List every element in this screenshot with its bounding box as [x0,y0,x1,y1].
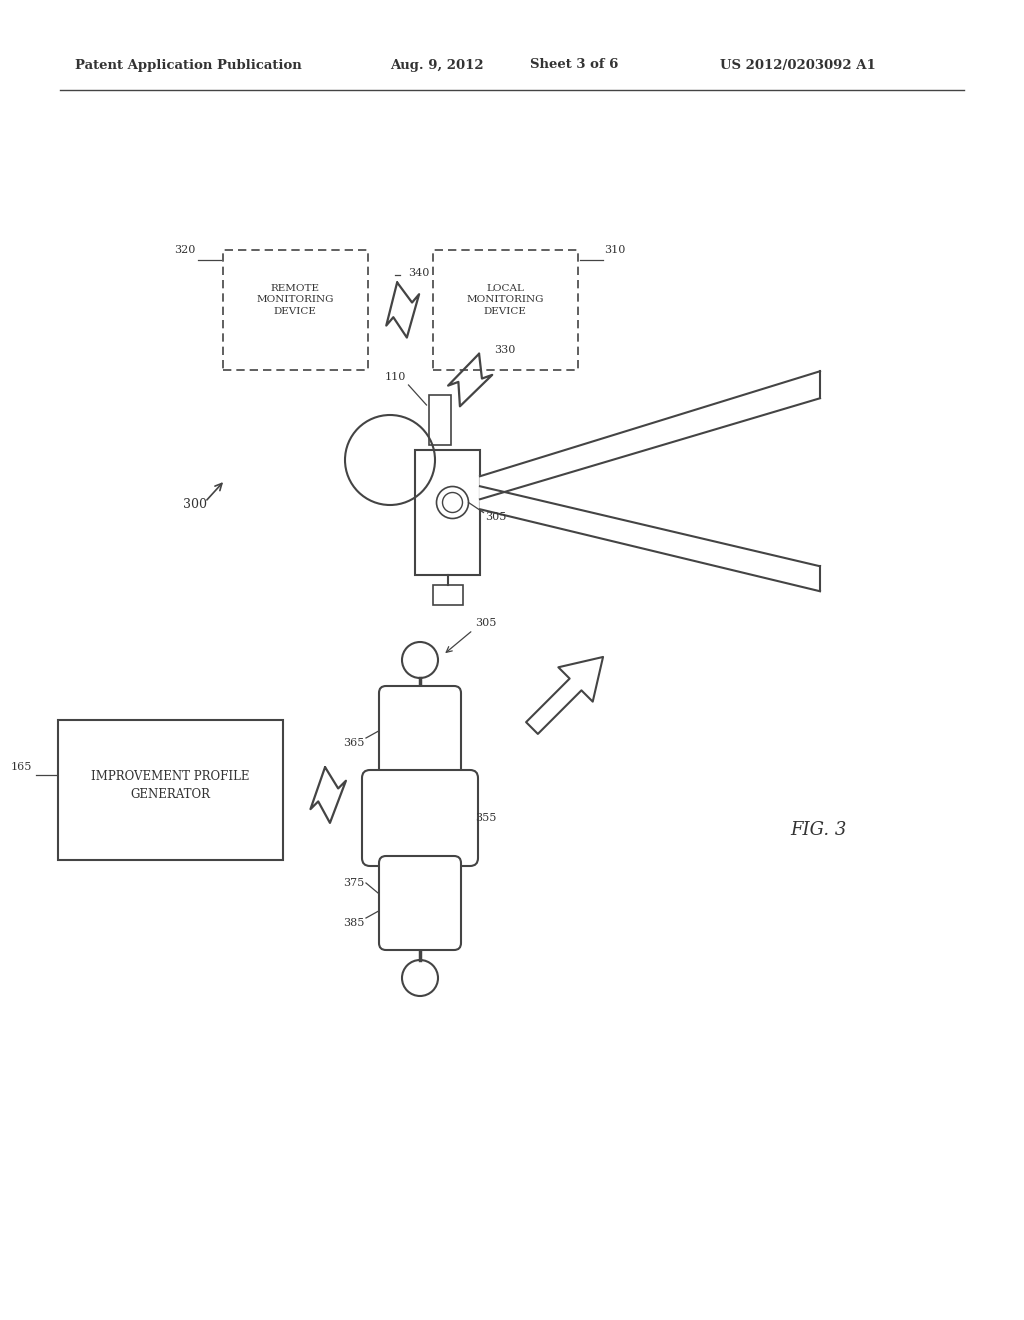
Text: 330: 330 [495,345,516,355]
Text: 385: 385 [343,917,364,928]
Text: 310: 310 [604,246,626,255]
Text: 365: 365 [343,738,364,748]
Text: 300: 300 [183,499,207,511]
Text: 165: 165 [11,762,33,772]
Text: 355: 355 [475,813,497,822]
Text: FIG. 3: FIG. 3 [790,821,847,840]
FancyBboxPatch shape [379,855,461,950]
Text: IMPROVEMENT PROFILE
GENERATOR: IMPROVEMENT PROFILE GENERATOR [91,770,249,800]
Text: 305: 305 [475,618,497,628]
FancyBboxPatch shape [379,686,461,780]
Text: LOCAL
MONITORING
DEVICE: LOCAL MONITORING DEVICE [466,284,544,317]
Text: Sheet 3 of 6: Sheet 3 of 6 [530,58,618,71]
Text: 110: 110 [385,372,407,381]
Text: 340: 340 [408,268,429,279]
Text: US 2012/0203092 A1: US 2012/0203092 A1 [720,58,876,71]
Text: REMOTE
MONITORING
DEVICE: REMOTE MONITORING DEVICE [256,284,334,317]
Text: Patent Application Publication: Patent Application Publication [75,58,302,71]
FancyArrowPatch shape [526,657,603,734]
Text: 375: 375 [343,878,364,888]
Text: 305: 305 [485,512,507,523]
Text: 320: 320 [174,246,196,255]
Text: Aug. 9, 2012: Aug. 9, 2012 [390,58,483,71]
FancyBboxPatch shape [362,770,478,866]
Polygon shape [480,371,820,502]
Polygon shape [480,486,820,591]
